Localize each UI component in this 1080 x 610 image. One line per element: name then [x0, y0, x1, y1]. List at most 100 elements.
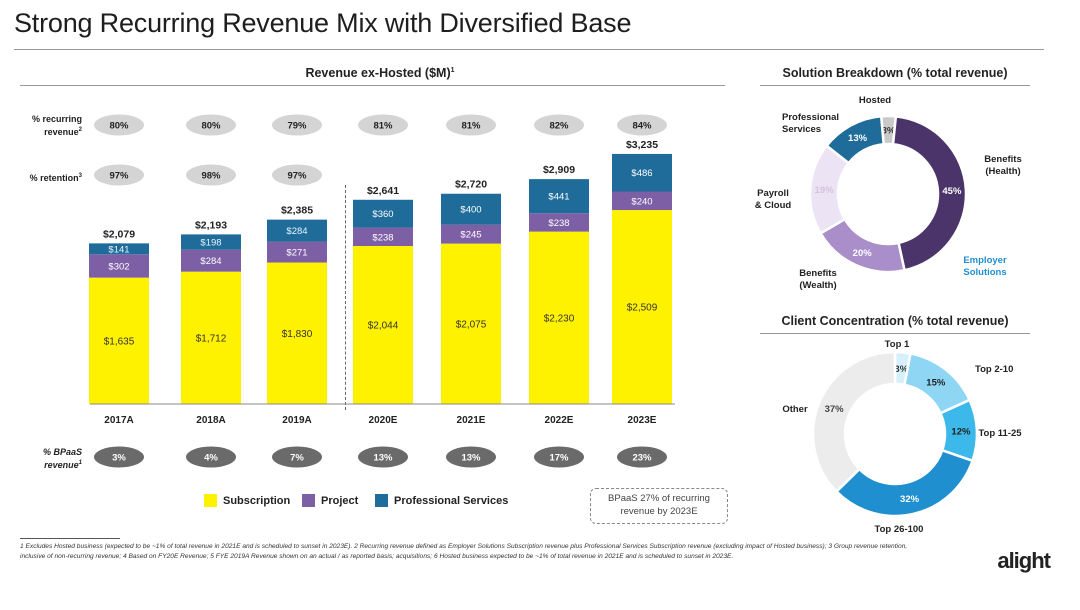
- bpaas-pill: [186, 446, 236, 468]
- donut-pct-label: 3%: [894, 364, 908, 375]
- legend-swatch-subscription: [204, 494, 217, 507]
- recurring-pct-label: 84%: [632, 121, 652, 132]
- bar-total-label: $2,909: [543, 164, 575, 176]
- bar-value-label-project: $240: [631, 196, 652, 207]
- bpaas-note-box: BPaaS 27% of recurring revenue by 2023E: [590, 488, 728, 524]
- donut-pct-label: 32%: [900, 494, 920, 505]
- retention-pct-label: 97%: [109, 171, 129, 182]
- bar-value-label-professional-services: $141: [108, 244, 129, 255]
- bpaas-pct-label: 13%: [373, 453, 393, 464]
- recurring-pill: [617, 114, 667, 136]
- donut-category-label: Benefits: [799, 268, 836, 279]
- donut-category-label: Top 11-25: [978, 428, 1022, 439]
- bar-value-label-subscription: $1,830: [282, 329, 313, 340]
- recurring-pill: [534, 114, 584, 136]
- bar-value-label-project: $302: [108, 261, 129, 272]
- donut-slice-top-26-100: [834, 448, 975, 518]
- bar-subscription-2018A: [181, 271, 241, 404]
- bar-project-2017A: [89, 254, 149, 278]
- bpaas-pct-label: 7%: [290, 453, 304, 464]
- x-tick-label: 2022E: [545, 415, 574, 426]
- x-tick-label: 2019A: [282, 415, 311, 426]
- footnotes: 1 Excludes Hosted business (expected to …: [20, 543, 908, 560]
- bpaas-pct-label: 4%: [204, 453, 218, 464]
- bar-value-label-subscription: $2,509: [627, 303, 658, 314]
- bar-professional-services-2018A: [181, 234, 241, 250]
- donut-category-label: Services: [782, 124, 821, 135]
- footnote-rule: [20, 538, 120, 539]
- bar-project-2019A: [267, 241, 327, 263]
- donut-category-label: Other: [782, 404, 808, 415]
- bar-total-label: $2,079: [103, 228, 135, 240]
- donut-category-label: Top 2-10: [975, 364, 1013, 375]
- bar-chart-rule: [20, 85, 725, 86]
- bpaas-pill: [272, 446, 322, 468]
- donut-category-label: Hosted: [859, 95, 891, 106]
- bar-professional-services-2021E: [441, 193, 501, 225]
- bpaas-pct-label: 3%: [112, 453, 126, 464]
- donut-pct-label: 45%: [942, 186, 962, 197]
- bpaas-pct-label: 13%: [461, 453, 481, 464]
- legend-professional-services: Professional Services: [375, 494, 508, 507]
- bar-value-label-project: $238: [548, 218, 569, 229]
- legend-swatch-project: [302, 494, 315, 507]
- donut-category-label: (Wealth): [799, 280, 836, 291]
- recurring-pill: [94, 114, 144, 136]
- donut-category-label: & Cloud: [755, 200, 792, 211]
- bar-value-label-project: $238: [372, 232, 393, 243]
- legend-project: Project: [302, 494, 358, 507]
- retention-pill: [272, 164, 322, 186]
- donut-category-label: Professional: [782, 112, 839, 123]
- donut-slice-other: [811, 350, 897, 494]
- client-concentration-title: Client Concentration (% total revenue): [781, 314, 1009, 328]
- bar-value-label-professional-services: $360: [372, 209, 393, 220]
- bar-subscription-2019A: [267, 262, 327, 404]
- page-title: Strong Recurring Revenue Mix with Divers…: [14, 8, 632, 38]
- bpaas-pct-label: 23%: [632, 453, 652, 464]
- brand-logo: alight: [997, 548, 1051, 573]
- recurring-pill: [358, 114, 408, 136]
- recurring-pct-label: 81%: [461, 121, 481, 132]
- x-tick-label: 2017A: [104, 415, 133, 426]
- bar-professional-services-2017A: [89, 243, 149, 255]
- bpaas-row-label: % BPaaS revenue1: [42, 447, 82, 470]
- recurring-pct-label: 82%: [549, 121, 569, 132]
- bar-project-2022E: [529, 213, 589, 232]
- recurring-pill: [446, 114, 496, 136]
- retention-pct-label: 98%: [201, 171, 221, 182]
- forecast-divider: [345, 185, 346, 410]
- bar-professional-services-2022E: [529, 179, 589, 214]
- x-tick-label: 2018A: [196, 415, 225, 426]
- bar-project-2018A: [181, 249, 241, 272]
- bar-value-label-subscription: $2,044: [368, 320, 399, 331]
- bar-value-label-project: $245: [460, 230, 481, 241]
- bar-total-label: $2,720: [455, 179, 487, 191]
- donut-category-label: Top 1: [885, 339, 910, 350]
- bpaas-pill: [94, 446, 144, 468]
- bar-professional-services-2023E: [612, 153, 672, 192]
- bar-total-label: $2,385: [281, 205, 313, 217]
- donut-pct-label: 3%: [882, 126, 896, 137]
- retention-pct-label: 97%: [287, 171, 307, 182]
- donut-category-label: Benefits: [984, 154, 1021, 165]
- bar-subscription-2023E: [612, 210, 672, 404]
- bar-value-label-professional-services: $486: [631, 168, 652, 179]
- bar-project-2023E: [612, 191, 672, 211]
- bar-value-label-subscription: $1,712: [196, 333, 227, 344]
- bar-value-label-project: $284: [200, 256, 221, 267]
- bar-chart-title: Revenue ex-Hosted ($M)1: [305, 66, 455, 80]
- donut-category-label: Top 26-100: [875, 524, 924, 535]
- donut-pct-label: 37%: [825, 404, 845, 415]
- bar-value-label-subscription: $2,230: [544, 313, 575, 324]
- legend-swatch-professional-services: [375, 494, 388, 507]
- bar-value-label-professional-services: $441: [548, 192, 569, 203]
- title-rule: [14, 49, 1044, 50]
- donut-category-label: Solutions: [963, 267, 1006, 278]
- legend-subscription: Subscription: [204, 494, 290, 507]
- client-concentration-rule: [760, 333, 1030, 334]
- bpaas-pct-label: 17%: [549, 453, 569, 464]
- donut-pct-label: 15%: [926, 378, 946, 389]
- bar-value-label-professional-services: $198: [200, 238, 221, 249]
- donut-pct-label: 13%: [848, 133, 868, 144]
- donut-category-label: Payroll: [757, 188, 789, 199]
